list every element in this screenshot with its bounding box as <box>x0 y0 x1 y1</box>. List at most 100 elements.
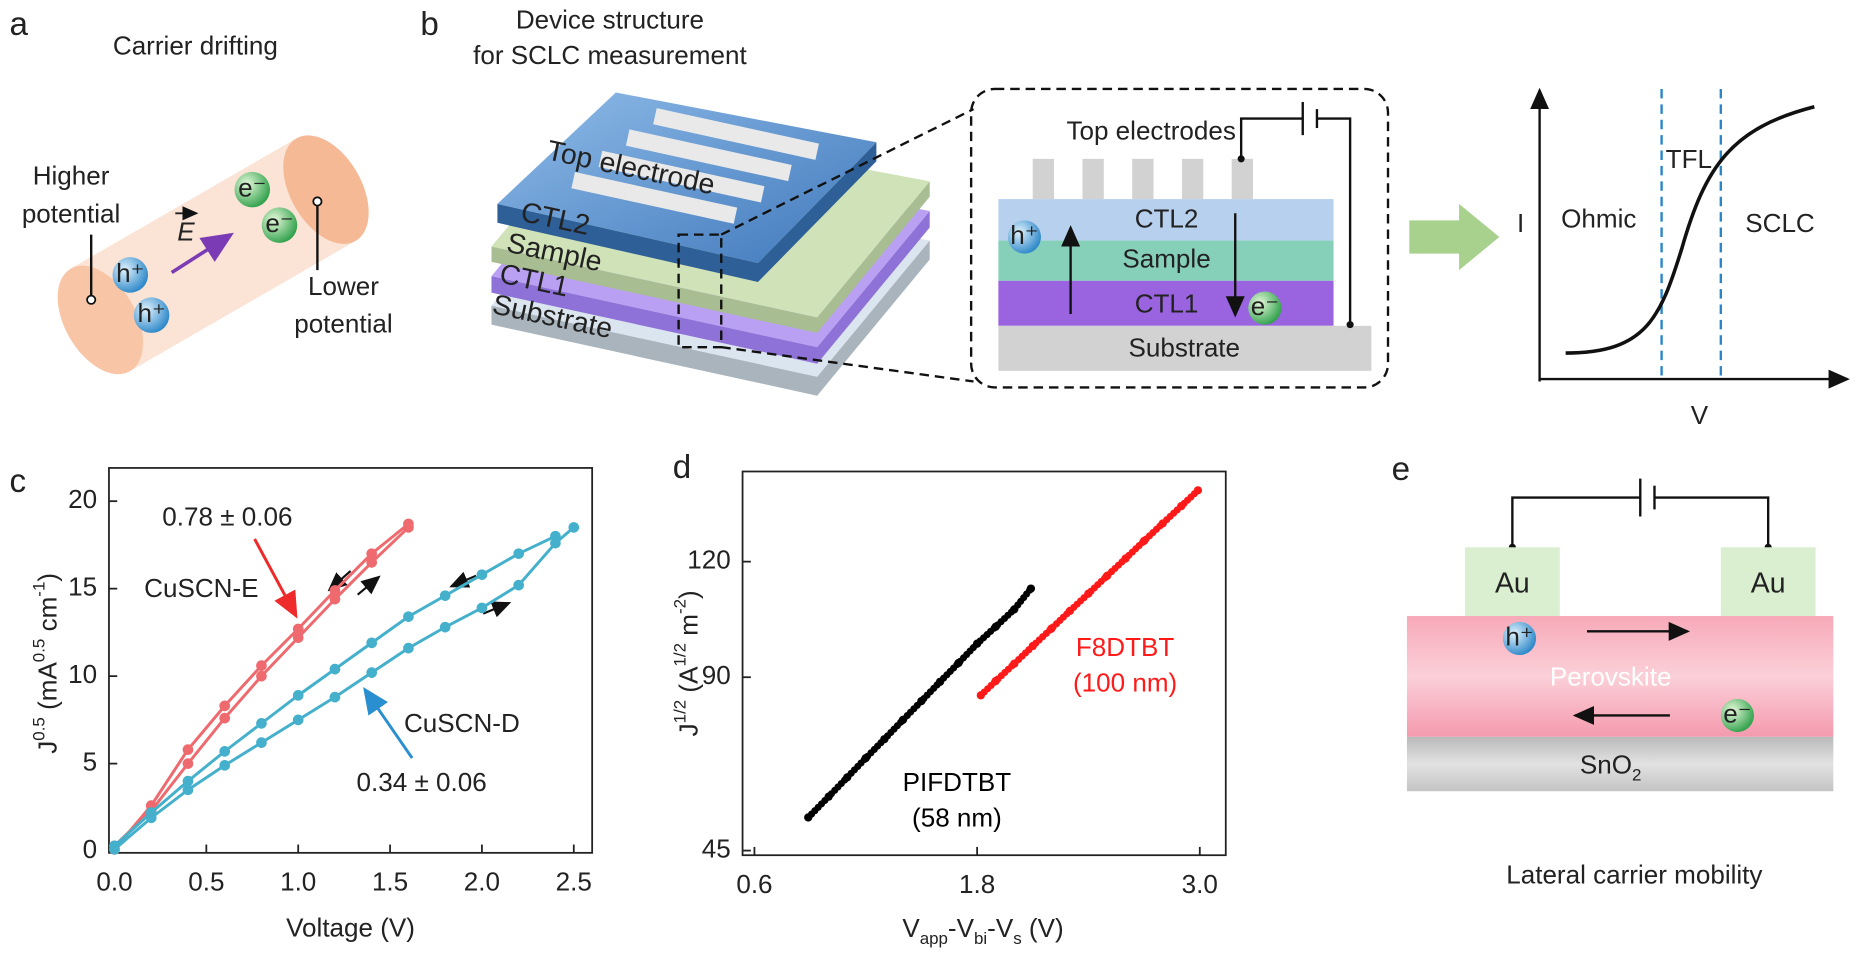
panel-title: for SCLC measurement <box>473 40 747 70</box>
text-part: J <box>673 723 703 736</box>
data-point <box>403 518 414 530</box>
data-point <box>935 677 945 686</box>
axis-label: V <box>1691 400 1709 430</box>
y-tick-label: 90 <box>702 660 731 690</box>
x-axis-label: Vapp-Vbi-Vs (V) <box>902 913 1063 948</box>
data-point <box>1028 641 1037 651</box>
caption: Lateral carrier mobility <box>1506 859 1762 889</box>
data-point <box>329 585 341 596</box>
layer <box>998 199 1334 241</box>
data-point <box>1158 519 1167 528</box>
data-point <box>109 840 120 852</box>
series-line <box>113 526 575 851</box>
annotation: (100 nm) <box>1073 668 1177 698</box>
label: Lower <box>308 271 379 301</box>
data-point <box>182 744 194 755</box>
data-point <box>329 593 341 605</box>
field-label: E <box>177 216 195 246</box>
text-part: (V) <box>1022 913 1064 943</box>
electrode <box>1181 158 1204 200</box>
text-part: cm <box>33 597 63 639</box>
text-part: 1/2 <box>670 700 689 724</box>
y-tick-label: 5 <box>83 746 97 776</box>
y-tick-label: 20 <box>68 484 97 514</box>
data-point <box>954 658 963 668</box>
text-part: 2 <box>1632 765 1641 784</box>
electrode <box>1464 547 1560 616</box>
data-point <box>329 691 341 703</box>
data-point <box>1084 589 1093 598</box>
data-point <box>219 712 231 724</box>
text-part: -V <box>987 913 1014 943</box>
data-point <box>182 758 194 769</box>
x-tick-label: 2.5 <box>556 867 592 897</box>
panel-e: e Au Au Perovskite SnO2 h⁺ e⁻ Lateral ca… <box>1392 451 1834 889</box>
text-part: m <box>673 614 703 643</box>
electrode-strip <box>625 129 792 182</box>
text-part: bi <box>974 929 987 948</box>
series-label: CuSCN-D <box>404 708 520 738</box>
layer-side <box>497 142 877 282</box>
y-tick-label: 0 <box>83 834 97 864</box>
data-point <box>366 637 378 649</box>
electrode-label: Au <box>1495 568 1530 600</box>
panel-label: a <box>9 6 28 43</box>
text-part: J <box>33 741 63 754</box>
data-point <box>256 670 267 682</box>
contact <box>1237 155 1245 163</box>
layer-label: SnO2 <box>1580 749 1642 784</box>
layer-label: Sample <box>1122 244 1210 274</box>
zoom-box <box>677 233 723 349</box>
x-tick-label: 0.5 <box>188 867 224 897</box>
electrode <box>1132 158 1154 200</box>
contact <box>1346 321 1354 329</box>
panel-b: b Device structure for SCLC measurement … <box>420 4 1850 430</box>
zoom-frame <box>969 87 1390 389</box>
electron-label: e⁻ <box>265 208 293 238</box>
data-point <box>366 548 378 559</box>
hole <box>1502 621 1537 656</box>
data-point <box>182 784 194 796</box>
text-part: (mA <box>33 662 63 718</box>
data-point <box>513 548 524 559</box>
data-point <box>366 667 378 678</box>
panel-label: d <box>673 449 691 486</box>
electrodes <box>1032 158 1254 200</box>
layer <box>998 240 1334 281</box>
region-label: Ohmic <box>1561 203 1636 233</box>
label: potential <box>22 199 120 229</box>
electrode <box>1032 158 1055 200</box>
data-point <box>256 737 267 748</box>
panel-label: b <box>420 6 438 43</box>
data-point <box>880 735 889 744</box>
field-arrow <box>170 232 234 275</box>
layer <box>998 325 1372 371</box>
arrow <box>449 571 477 588</box>
electrode-strip <box>571 172 738 224</box>
data-point <box>1010 659 1019 668</box>
series-label: PIFDTBT <box>903 767 1012 797</box>
panel-title: Device structure <box>516 4 704 34</box>
data-point <box>568 522 580 533</box>
layer-label: Substrate <box>1129 332 1241 362</box>
hole <box>133 297 170 333</box>
text-part: app <box>920 929 948 948</box>
label: potential <box>294 309 392 339</box>
annotation: 0.34 ± 0.06 <box>357 767 487 797</box>
data-point <box>403 611 414 622</box>
data-point <box>1102 571 1112 581</box>
y-axis-label: J0.5 (mA0.5 cm-1) <box>30 573 63 754</box>
data-point <box>991 622 1000 631</box>
text-part: ) <box>673 590 703 599</box>
text-part: 0.5 <box>30 717 49 741</box>
label: Higher <box>33 161 110 191</box>
data-point <box>1177 502 1186 511</box>
pin-head <box>312 196 323 207</box>
text-part: 1/2 <box>670 643 689 667</box>
y-tick-label: 15 <box>68 572 97 602</box>
y-tick-label: 120 <box>687 545 730 575</box>
cylinder-end <box>57 265 144 375</box>
electron-label: e⁻ <box>1723 698 1751 728</box>
text-part: (A <box>673 666 703 700</box>
